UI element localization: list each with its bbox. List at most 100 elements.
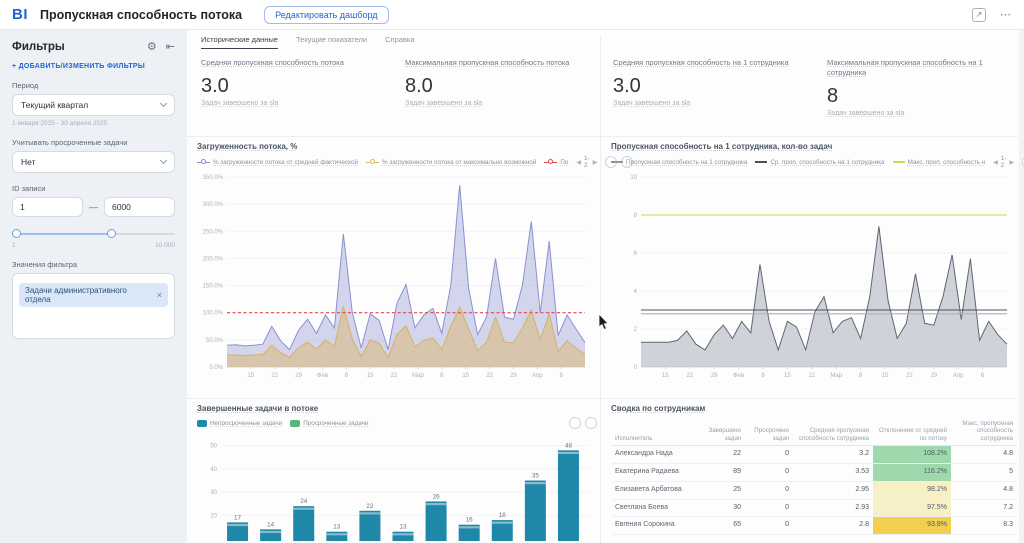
kpi-subtext: Задач завершено за sla (827, 109, 905, 117)
svg-text:Апр: Апр (532, 373, 543, 379)
svg-text:6: 6 (559, 373, 563, 379)
kpi-value: 8 (827, 84, 839, 107)
per-employee-chart-panel: Пропускная способность на 1 сотрудника, … (611, 142, 1024, 396)
legend-label: Ср. проп. способность на 1 сотрудника (770, 158, 885, 166)
svg-text:29: 29 (295, 373, 302, 379)
svg-text:300.0%: 300.0% (203, 202, 224, 208)
period-hint: 1 января 2025 - 30 апреля 2025 (12, 120, 108, 127)
filter-chip[interactable]: Задачи административного отдела × (19, 283, 168, 307)
export-icon[interactable]: ↗ (972, 7, 986, 22)
load-chart-legend: % загруженности потока от средней фактич… (197, 155, 634, 169)
summary-col-header[interactable]: Исполнитель (611, 418, 699, 447)
per-employee-chart-legend: Пропускная способность на 1 сотрудника Ср… (611, 155, 1024, 169)
svg-text:15: 15 (882, 373, 889, 379)
svg-text:50: 50 (210, 444, 217, 450)
summary-cell: 93.8% (873, 516, 951, 536)
range-dash: — (89, 202, 98, 212)
employee-name: Екатерина Радаева (611, 463, 699, 482)
bi-logo[interactable]: BI (12, 6, 28, 23)
summary-cell: 5 (951, 463, 1017, 482)
pager-next-icon[interactable]: ▶ (1009, 159, 1014, 166)
legend-square-icon (197, 419, 207, 427)
legend-item[interactable]: Пропускная способность на 1 сотрудника (611, 159, 747, 166)
id-range-label: ID записи (12, 184, 46, 193)
kpi-card: Средняя пропускная способность потока 3.0… (201, 58, 397, 107)
legend-item[interactable]: По (544, 159, 568, 166)
summary-cell: 65 (699, 516, 745, 536)
chart-action-icon[interactable] (569, 417, 581, 429)
pager-prev-icon[interactable]: ◀ (576, 159, 581, 166)
table-row: Елизавета Арбатова 25 0 2.95 98.2% 4.8 (611, 481, 1017, 500)
summary-cell: 0 (745, 499, 793, 518)
table-row: Александра Нада 22 0 3.2 108.2% 4.8 (611, 445, 1017, 465)
more-options-icon[interactable]: ⋯ (1000, 9, 1012, 21)
summary-cell: 7.2 (951, 499, 1017, 518)
add-edit-filters-link[interactable]: + ДОБАВИТЬ/ИЗМЕНИТЬ ФИЛЬТРЫ (12, 63, 146, 70)
legend-item[interactable]: Просроченные задачи (290, 419, 369, 427)
id-from-input[interactable]: 1 (12, 197, 83, 217)
legend-actions (1021, 156, 1024, 168)
tab-Исторические данные[interactable]: Исторические данные (201, 35, 278, 49)
summary-col-header[interactable]: Просрочено задач (745, 418, 793, 447)
svg-text:17: 17 (234, 514, 242, 521)
legend-label: Пропускная способность на 1 сотрудника (626, 158, 748, 166)
load-chart-panel: Загруженность потока, % % загруженности … (197, 142, 634, 396)
slider-handle-right[interactable] (106, 229, 116, 238)
gear-icon[interactable]: ⚙ (146, 41, 157, 53)
summary-col-header[interactable]: Завершено задач (699, 418, 745, 447)
svg-text:8: 8 (440, 373, 444, 379)
table-row: Екатерина Радаева 89 0 3.53 116.2% 5 (611, 463, 1017, 482)
svg-text:8: 8 (345, 373, 349, 379)
svg-text:18: 18 (499, 512, 507, 519)
pager-prev-icon[interactable]: ◀ (993, 159, 998, 166)
legend-item[interactable]: Макс. проп. способность н (892, 159, 985, 166)
svg-text:6: 6 (634, 251, 638, 257)
svg-text:Мар: Мар (830, 373, 842, 379)
summary-col-header[interactable]: Средняя пропускная способность сотрудник… (793, 418, 873, 447)
pager-range: 1-2 (583, 155, 590, 169)
scrollbar[interactable] (1019, 30, 1024, 543)
svg-text:15: 15 (367, 373, 374, 379)
legend-item[interactable]: Ср. проп. способность на 1 сотрудника (755, 158, 885, 166)
svg-text:16: 16 (466, 517, 474, 524)
pager-next-icon[interactable]: ▶ (592, 159, 598, 166)
edit-dashboard-button[interactable]: Редактировать дашборд (264, 5, 389, 24)
tab-Текущие показатели[interactable]: Текущие показатели (295, 35, 368, 44)
svg-text:14: 14 (267, 521, 275, 528)
summary-col-header[interactable]: Макс. пропускная способность сотрудника (951, 418, 1017, 447)
overdue-select[interactable]: Нет (12, 151, 175, 173)
period-value: Текущий квартал (21, 100, 89, 110)
chart-action-icon[interactable] (585, 417, 597, 429)
legend-square-icon (290, 419, 301, 427)
summary-cell: 3.2 (793, 445, 873, 465)
legend-item[interactable]: % загруженности потока от средней фактич… (197, 159, 358, 166)
slider-handle-left[interactable] (12, 229, 21, 238)
kpi-value: 3.0 (613, 74, 641, 97)
slider-min-label: 1 (12, 242, 16, 249)
kpi-label: Максимальная пропускная способность на 1… (827, 58, 983, 77)
overdue-value: Нет (21, 157, 36, 167)
id-range-slider[interactable] (12, 229, 175, 239)
legend-item[interactable]: Непросроченные задачи (197, 419, 282, 427)
id-to-input[interactable]: 6000 (104, 197, 175, 217)
employee-name: Александра Нада (611, 445, 699, 465)
summary-col-header[interactable]: Отклонение от средней по потоку (873, 418, 951, 447)
legend-item[interactable]: % загруженности потока от максимально во… (366, 159, 536, 166)
per-employee-chart-title: Пропускная способность на 1 сотрудника, … (611, 142, 833, 151)
summary-cell: 89 (699, 463, 745, 482)
kpi-subtext: Задач завершено за sla (613, 99, 691, 107)
pager-range: 1-2 (1000, 155, 1007, 169)
svg-text:24: 24 (300, 498, 308, 505)
completed-tasks-panel: Завершенные задачи в потоке Непросроченн… (197, 404, 597, 542)
svg-text:8: 8 (859, 373, 863, 379)
employee-name: Светлана Боева (611, 499, 699, 518)
kpi-value: 8.0 (405, 74, 433, 97)
period-select[interactable]: Текущий квартал (12, 94, 175, 116)
close-icon[interactable]: × (156, 290, 162, 300)
collapse-sidebar-icon[interactable]: ⇤ (165, 41, 175, 53)
filter-values-box[interactable]: Задачи административного отдела × (12, 273, 175, 339)
top-bar: BI Пропускная способность потока Редакти… (0, 0, 1024, 30)
employee-name: Евгения Сорокина (611, 516, 699, 536)
tab-Справка[interactable]: Справка (385, 35, 415, 44)
summary-table-title: Сводка по сотрудникам (611, 404, 706, 413)
